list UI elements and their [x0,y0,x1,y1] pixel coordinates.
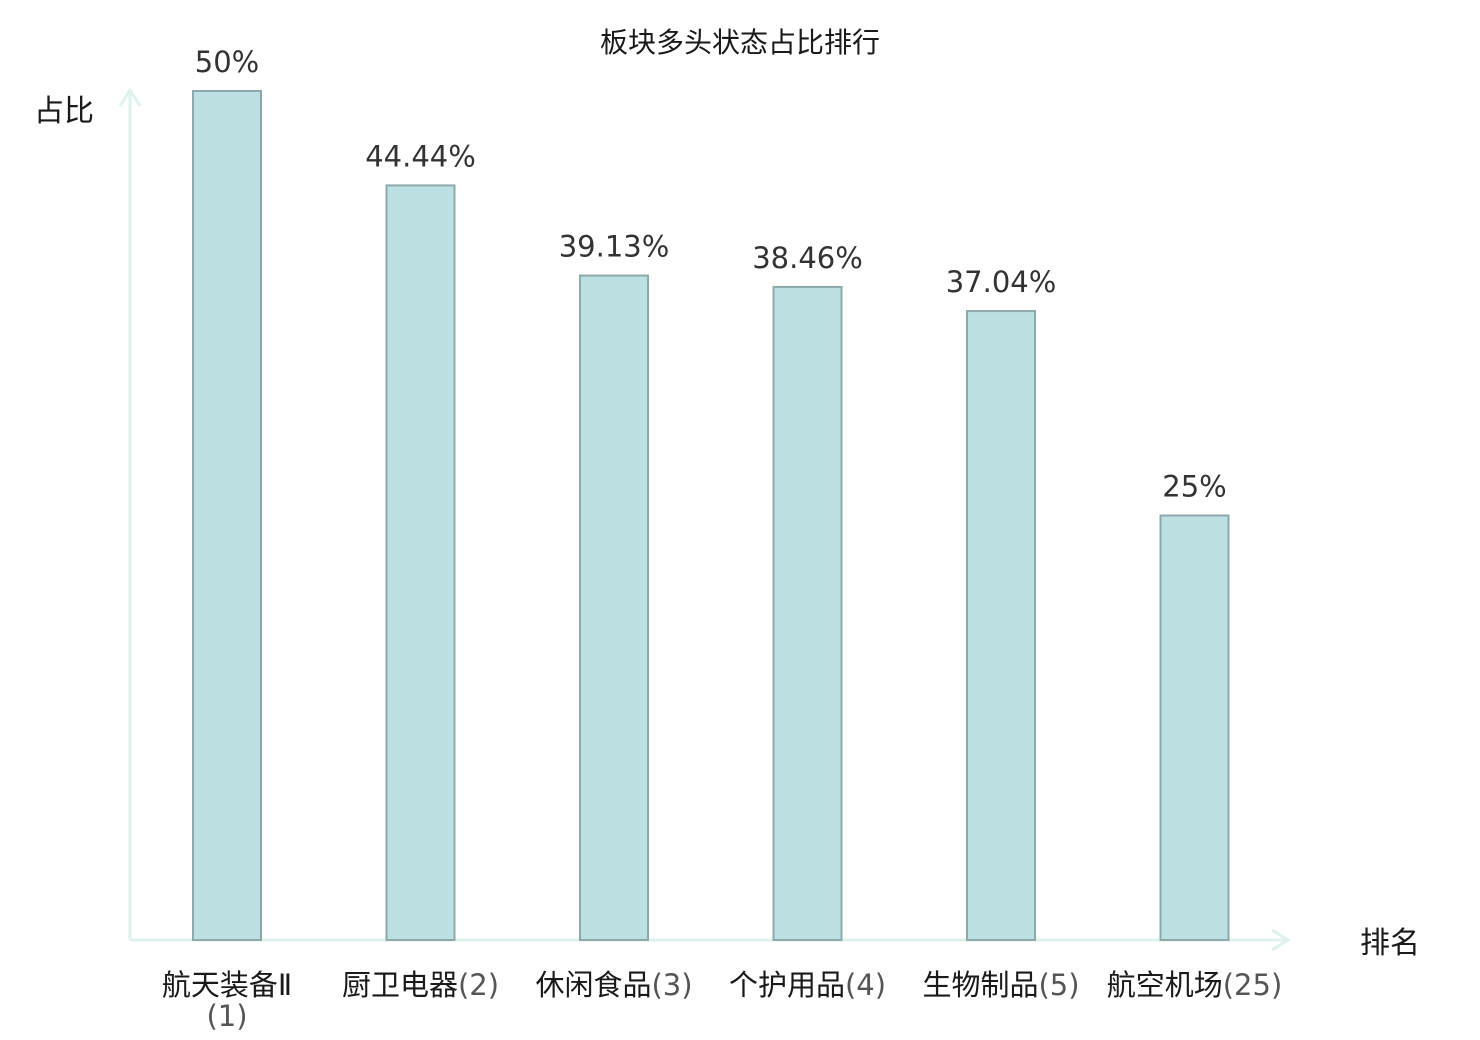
bars-group [192,90,1230,942]
x-tick-rank: (5) [1038,968,1079,1002]
chart-title: 板块多头状态占比排行 [600,26,880,59]
x-tick-label: 航天装备Ⅱ [162,968,292,1002]
x-tick-label: 厨卫电器(2) [342,968,499,1002]
bar-value-label: 50% [195,45,259,79]
x-tick-rank: (2) [458,968,499,1002]
bar-value-label: 25% [1162,470,1226,504]
x-tick-label: 生物制品(5) [922,968,1079,1002]
value-labels-group: 50% 44.44% 39.13% 38.46% 37.04% 25% [195,45,1227,504]
bar [192,90,262,941]
x-tick-name: 厨卫电器 [342,968,458,1002]
x-labels-group: 航天装备Ⅱ(1) 厨卫电器(2) 休闲食品(3) 个护用品(4) 生物制品(5) 航空机场… [162,968,1282,1033]
bar-value-label: 39.13% [559,230,670,264]
bar [385,184,456,941]
x-tick-label: 个护用品(4) [729,968,886,1002]
x-axis-arrow [1271,928,1291,952]
x-tick-rank: (3) [651,968,692,1002]
bar [772,285,843,941]
x-tick-name: 个护用品 [729,968,845,1002]
x-axis-label: 排名 [1360,926,1420,961]
x-tick-name: 休闲食品 [535,968,651,1002]
bar [579,274,649,942]
bar-value-label: 44.44% [365,139,476,173]
x-tick-label: 航空机场(25) [1107,968,1283,1002]
y-axis-arrow [118,87,142,107]
x-tick-rank: (1) [206,999,247,1033]
x-tick-name: 航空机场 [1107,968,1223,1002]
bar-value-label: 37.04% [946,265,1057,299]
bar-value-label: 38.46% [752,241,863,275]
bar [966,310,1036,941]
x-tick-label: 休闲食品(3) [535,968,692,1002]
x-tick-rank: (25) [1223,968,1283,1002]
y-axis-label: 占比 [34,94,94,129]
x-tick-rank: (4) [845,968,886,1002]
bar [1159,514,1230,941]
x-tick-name: 生物制品 [922,968,1038,1002]
